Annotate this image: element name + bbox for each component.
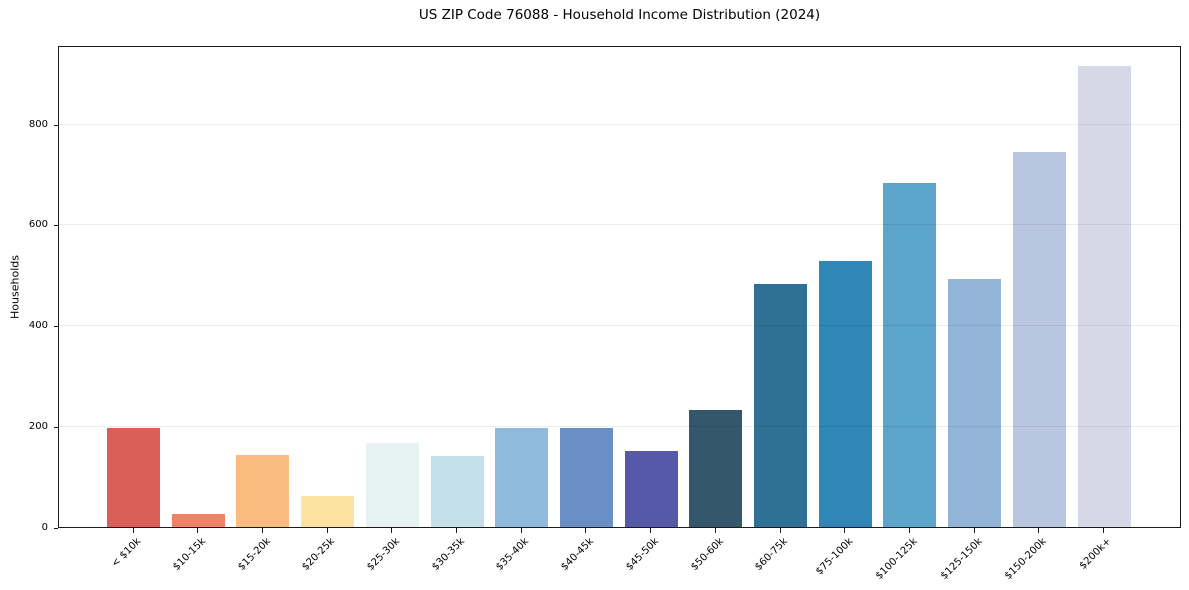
x-tick-mark <box>973 528 975 533</box>
bar-$60-75k <box>754 284 807 527</box>
x-tick-mark <box>456 528 457 533</box>
bar-$40-45k <box>559 428 613 527</box>
x-tick-mark <box>261 528 263 533</box>
x-tick-mark <box>391 528 393 533</box>
x-tick-label-$30-35k: $30-35k <box>429 536 467 573</box>
x-tick-mark <box>650 528 652 533</box>
bar-$35-40k <box>495 428 549 527</box>
x-tick-mark <box>520 528 522 533</box>
bar-$15-20k <box>236 454 290 527</box>
x-tick-mark <box>326 528 328 533</box>
x-tick-label-$60-75k: $60-75k <box>753 536 791 573</box>
x-tick-mark <box>908 528 910 533</box>
x-tick-label-$75-100k: $75-100k <box>813 536 855 578</box>
y-tick-label-0: 0 <box>41 521 48 533</box>
y-tick-label-600: 600 <box>28 219 48 231</box>
bar-$75-100k <box>818 261 872 527</box>
x-tick-label-$150-200k: $150-200k <box>1003 536 1050 582</box>
y-tick-mark <box>54 426 58 428</box>
x-tick-label-$100-125k: $100-125k <box>873 536 920 582</box>
x-tick-mark <box>1103 528 1104 533</box>
y-tick-mark <box>54 225 58 227</box>
bar-$200k+ <box>1077 66 1131 527</box>
x-tick-label-$50-60k: $50-60k <box>688 536 726 573</box>
x-tick-mark <box>779 528 781 533</box>
gridline-600 <box>59 224 1180 226</box>
gridline-400 <box>59 325 1180 327</box>
x-tick-label-$15-20k: $15-20k <box>235 536 273 573</box>
x-tick-label-$125-150k: $125-150k <box>938 536 985 582</box>
bar-$125-150k <box>948 279 1002 527</box>
bar-$150-200k <box>1012 152 1066 527</box>
bar-$30-35k <box>430 455 484 527</box>
bar-$45-50k <box>624 451 678 527</box>
x-tick-label-$10-15k: $10-15k <box>171 536 208 573</box>
y-tick-mark <box>54 326 58 328</box>
y-tick-label-200: 200 <box>28 420 48 432</box>
x-tick-label-$20-25k: $20-25k <box>300 536 338 573</box>
y-tick-label-800: 800 <box>28 118 48 130</box>
x-tick-mark <box>714 528 716 533</box>
bar-$20-25k <box>301 496 355 527</box>
plot-area <box>58 46 1181 528</box>
x-tick-mark <box>132 528 134 533</box>
bar-< $10k <box>107 428 160 527</box>
gridline-800 <box>59 123 1180 125</box>
x-tick-label-$40-45k: $40-45k <box>559 536 597 573</box>
x-tick-label-$35-40k: $35-40k <box>494 536 532 573</box>
bar-$10-15k <box>171 514 225 527</box>
y-tick-mark <box>54 124 58 126</box>
x-tick-label-< $10k: < $10k <box>109 536 144 570</box>
x-tick-mark <box>844 528 846 533</box>
x-tick-mark <box>585 528 587 533</box>
y-tick-label-400: 400 <box>28 320 48 332</box>
bar-$25-30k <box>365 443 419 527</box>
y-tick-mark <box>54 527 58 529</box>
bar-$50-60k <box>689 410 743 527</box>
x-tick-label-$25-30k: $25-30k <box>365 536 403 573</box>
bar-$100-125k <box>883 183 937 527</box>
x-tick-mark <box>1038 528 1040 533</box>
y-axis-label: Households <box>8 255 22 319</box>
chart-title: US ZIP Code 76088 - Household Income Dis… <box>418 7 821 23</box>
x-tick-label-$45-50k: $45-50k <box>623 536 661 573</box>
x-tick-mark <box>197 528 199 533</box>
gridline-200 <box>59 425 1180 427</box>
x-tick-label-$200k+: $200k+ <box>1077 536 1114 572</box>
